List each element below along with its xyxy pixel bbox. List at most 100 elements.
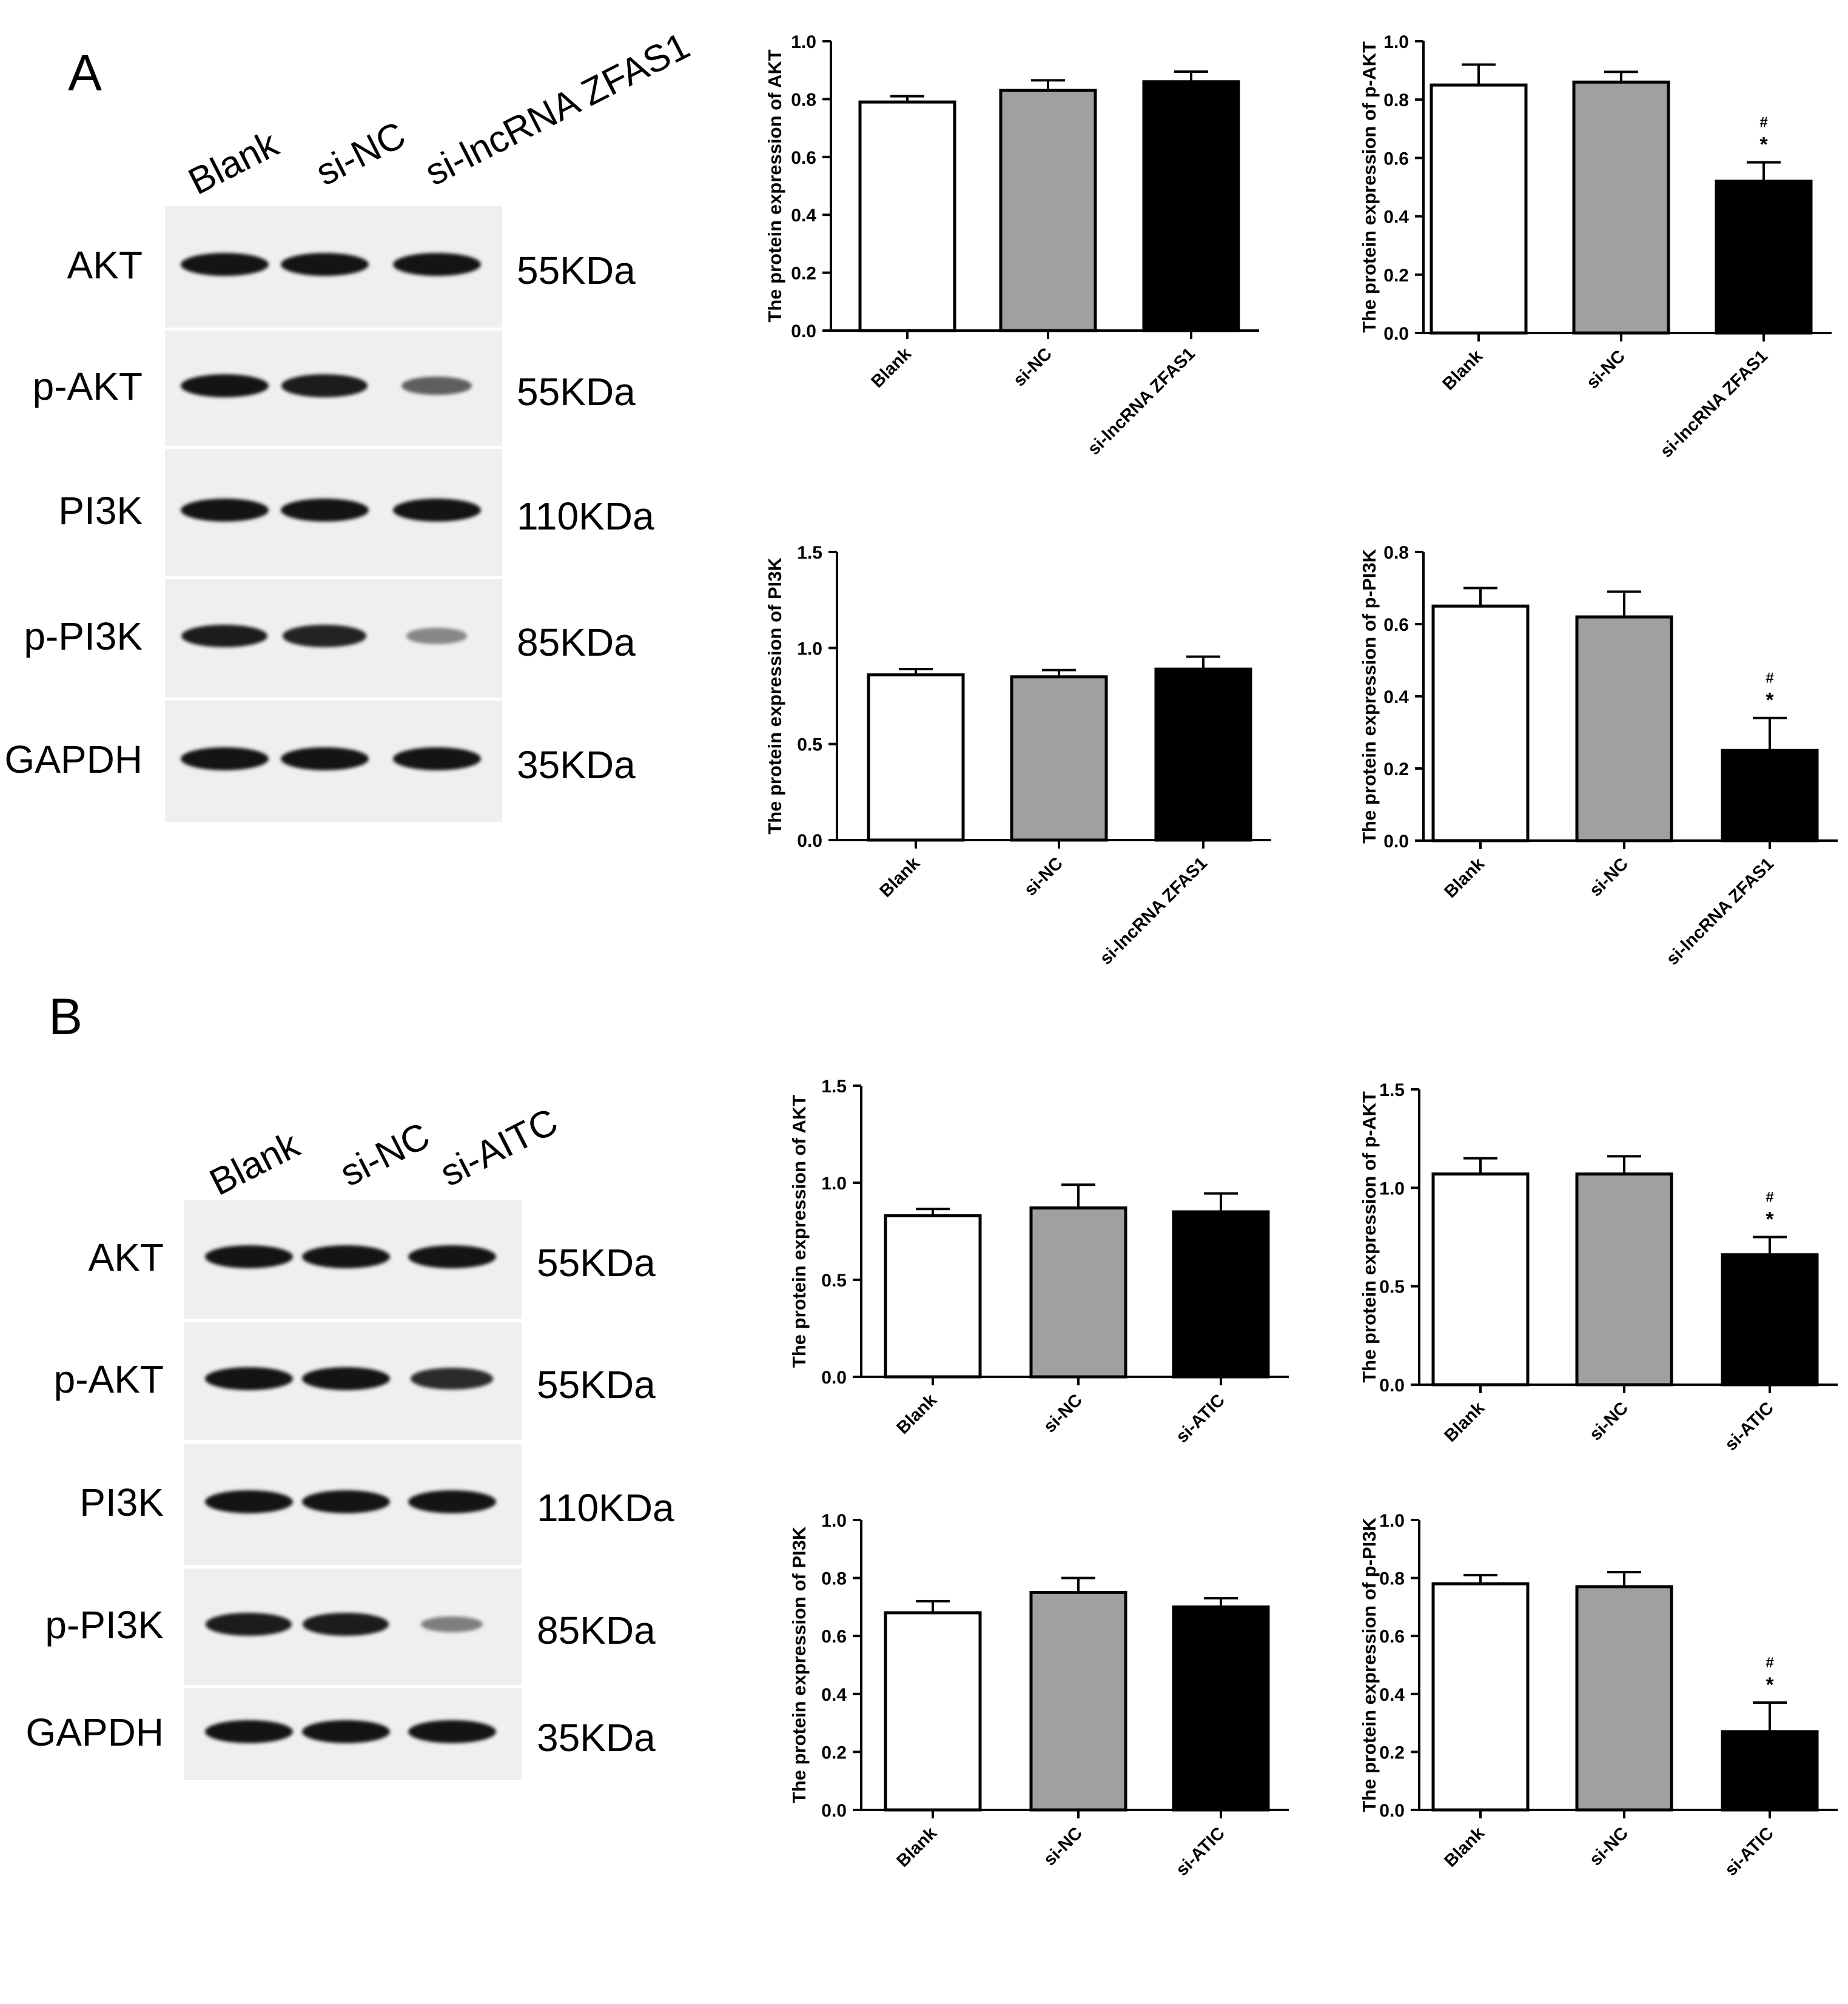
lane-label: si-AITC [434,1100,565,1195]
x-tick-label: si-lncRNA ZFAS1 [1084,344,1199,459]
y-tick-label: 0.5 [821,1271,847,1291]
protein-label: AKT [88,1235,164,1279]
kda-label: 110KDa [517,494,654,539]
bar-chart-a-pi3k: 0.0 0.5 1.0 1.5 The protein expression of PI… [764,543,1271,969]
x-tick-label: si-ATIC [1721,1823,1778,1880]
x-tick-label: si-NC [1583,346,1629,392]
y-tick-label: 0.6 [1383,149,1409,169]
blot-band [180,747,269,770]
blot-band [206,1613,292,1636]
lane-label: si-NC [334,1114,437,1195]
blot-band [181,624,267,648]
bar-chart-a-akt: 0.0 0.2 0.4 0.6 0.8 1.0 The protein expression… [764,32,1259,459]
bar [1572,80,1670,335]
blot-strip-akt [165,206,502,328]
kda-label: 85KDa [537,1609,656,1653]
kda-label: 55KDa [537,1363,656,1407]
lane-label: Blank [203,1123,306,1204]
bar [1575,615,1673,842]
y-tick-label: 1.0 [1383,32,1409,52]
kda-label: 35KDa [537,1716,656,1760]
blot-strip-akt [184,1200,522,1319]
kda-label: 55KDa [517,370,636,414]
panel-label-b: B [49,988,83,1045]
bar [1575,1172,1673,1387]
kda-label: 55KDa [537,1241,656,1285]
bar [1010,675,1108,842]
y-tick-label: 1.0 [821,1174,847,1194]
y-tick-label: 0.8 [791,90,816,110]
blot-band [180,253,269,276]
significance-marker: * [1766,1208,1774,1231]
blot-band [204,1490,293,1513]
x-tick-label: Blank [1440,1823,1488,1871]
lane-label: si-NC [309,113,412,194]
y-tick-label: 0.4 [1379,1685,1405,1705]
y-tick-label: 0.2 [821,1743,847,1763]
blot-band [301,1490,390,1513]
bar [867,673,965,842]
y-tick-label: 0.8 [1379,1569,1405,1589]
blot-strip-gapdh [165,701,502,822]
y-tick-label: 0.2 [1383,266,1409,286]
blot-band [392,253,481,276]
x-tick-label: Blank [876,853,924,901]
y-tick-label: 0.0 [1383,832,1409,852]
x-tick-label: Blank [893,1390,941,1438]
y-tick-label: 0.6 [1383,615,1409,635]
kda-label: 110KDa [537,1486,674,1530]
blot-band [204,1720,293,1743]
blot-band [280,747,369,770]
blot-strip-p-akt [165,331,502,446]
x-tick-label: si-ATIC [1172,1390,1229,1447]
bar [1029,1206,1127,1379]
y-tick-label: 0.2 [1383,759,1409,779]
blot-band [301,1720,390,1743]
bar [1721,1730,1819,1812]
protein-label: p-AKT [53,1357,164,1401]
lane-label: si-lncRNA ZFAS1 [418,24,697,194]
y-tick-label: 0.0 [791,321,816,341]
x-tick-label: Blank [1440,1398,1488,1446]
blot-band [204,1245,293,1268]
blot-strip-p-pi3k [184,1569,522,1685]
y-axis-label: The protein expression of p-PI3K [1359,549,1380,844]
blot-band [301,1367,390,1390]
y-tick-label: 0.8 [1383,90,1409,110]
x-tick-label: si-NC [1586,1823,1632,1869]
y-tick-label: 0.6 [821,1627,847,1647]
x-tick-label: Blank [1439,346,1487,394]
bar [1172,1605,1270,1812]
bar-chart-b-akt: 0.0 0.5 1.0 1.5 The protein expression of AK… [788,1077,1289,1447]
y-tick-label: 0.2 [1379,1743,1405,1763]
x-tick-label: si-NC [1010,344,1056,390]
y-tick-label: 0.0 [821,1368,847,1388]
blot-strip-pi3k [184,1444,522,1565]
y-tick-label: 0.0 [1379,1376,1405,1396]
x-tick-label: si-ATIC [1721,1398,1778,1454]
protein-label: p-AKT [32,364,143,408]
y-tick-label: 0.8 [1383,543,1409,563]
y-axis-label: The protein expression of p-AKT [1359,1091,1380,1383]
kda-label: 35KDa [517,743,636,787]
x-tick-label: Blank [893,1823,941,1871]
x-tick-label: si-lncRNA ZFAS1 [1663,854,1778,969]
blot-band [392,747,481,770]
y-axis-label: The protein expression of p-PI3K [1359,1518,1380,1812]
x-tick-label: Blank [1440,854,1488,902]
y-tick-label: 1.0 [791,32,816,52]
x-tick-label: si-NC [1040,1390,1086,1436]
blot-band [180,374,269,397]
bar [1575,1585,1673,1812]
y-tick-label: 0.4 [1383,687,1409,707]
blot-strip-gapdh [184,1688,522,1780]
blot-band [204,1367,293,1390]
bar [999,89,1097,332]
y-tick-label: 0.6 [1379,1627,1405,1647]
x-tick-label: si-ATIC [1172,1823,1229,1880]
y-tick-label: 0.0 [797,831,822,851]
bar [1430,83,1528,335]
